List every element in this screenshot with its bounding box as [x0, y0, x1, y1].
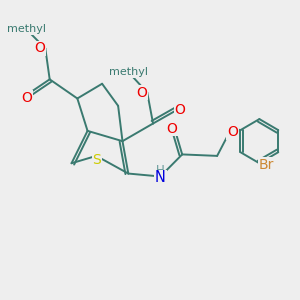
Text: O: O [136, 85, 147, 100]
Text: H: H [156, 164, 165, 176]
Text: N: N [155, 170, 166, 185]
Text: methyl: methyl [7, 24, 46, 34]
Text: O: O [174, 103, 185, 117]
Text: O: O [227, 125, 238, 139]
Text: S: S [92, 153, 101, 167]
Text: O: O [167, 122, 177, 136]
Text: O: O [34, 41, 45, 56]
Text: methyl: methyl [109, 67, 148, 77]
Text: O: O [21, 91, 32, 105]
Text: Br: Br [259, 158, 274, 172]
